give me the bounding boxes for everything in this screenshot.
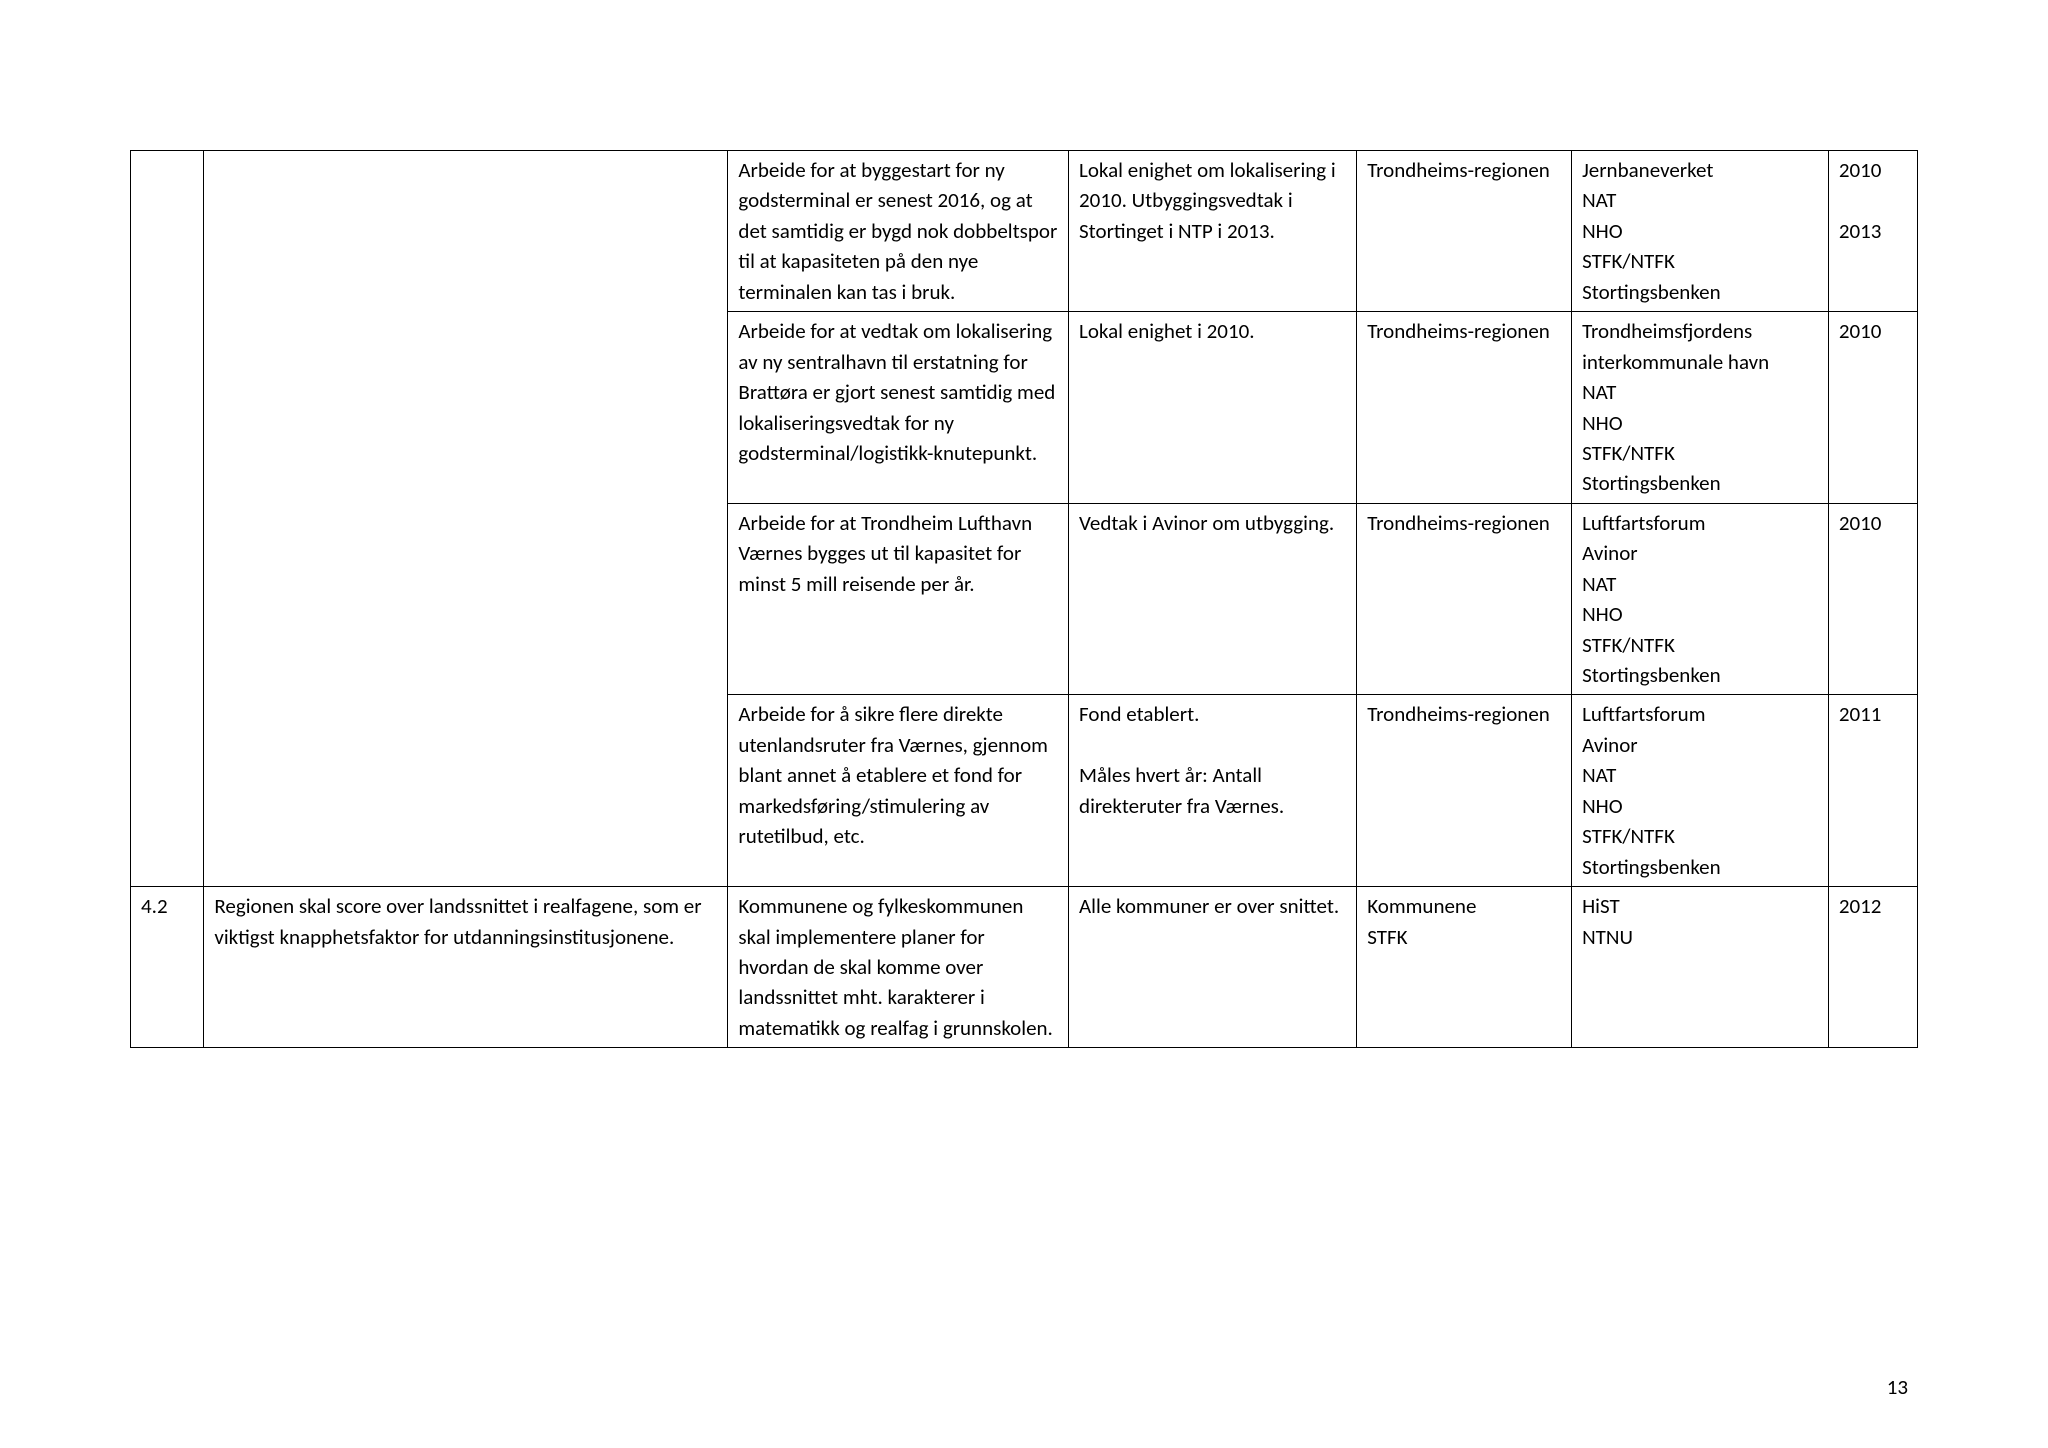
page: Arbeide for at byggestart for ny godster…	[0, 0, 2048, 1448]
cell-id: 4.2	[131, 887, 204, 1048]
cell-owner: Kommunene STFK	[1357, 887, 1572, 1048]
cell-goal	[204, 151, 728, 312]
cell-action: Arbeide for at vedtak om lokalisering av…	[728, 312, 1069, 504]
table-row: Arbeide for at vedtak om lokalisering av…	[131, 312, 1918, 504]
cell-owner: Trondheims-regionen	[1357, 503, 1572, 695]
cell-partners: Luftfartsforum Avinor NAT NHO STFK/NTFK …	[1572, 503, 1829, 695]
cell-id	[131, 312, 204, 504]
cell-owner: Trondheims-regionen	[1357, 151, 1572, 312]
cell-action: Arbeide for at Trondheim Lufthavn Værnes…	[728, 503, 1069, 695]
cell-indicator: Lokal enighet i 2010.	[1069, 312, 1357, 504]
table-row: 4.2Regionen skal score over landssnittet…	[131, 887, 1918, 1048]
cell-partners: Luftfartsforum Avinor NAT NHO STFK/NTFK …	[1572, 695, 1829, 887]
cell-indicator: Lokal enighet om lokalisering i 2010. Ut…	[1069, 151, 1357, 312]
cell-indicator: Fond etablert. Måles hvert år: Antall di…	[1069, 695, 1357, 887]
cell-action: Arbeide for å sikre flere direkte utenla…	[728, 695, 1069, 887]
cell-indicator: Alle kommuner er over snittet.	[1069, 887, 1357, 1048]
cell-years: 2012	[1828, 887, 1917, 1048]
table-row: Arbeide for at Trondheim Lufthavn Værnes…	[131, 503, 1918, 695]
cell-id	[131, 695, 204, 887]
data-table: Arbeide for at byggestart for ny godster…	[130, 150, 1918, 1048]
cell-partners: Jernbaneverket NAT NHO STFK/NTFK Stortin…	[1572, 151, 1829, 312]
cell-indicator: Vedtak i Avinor om utbygging.	[1069, 503, 1357, 695]
cell-goal	[204, 312, 728, 504]
cell-id	[131, 503, 204, 695]
cell-years: 2010	[1828, 503, 1917, 695]
cell-action: Arbeide for at byggestart for ny godster…	[728, 151, 1069, 312]
cell-goal	[204, 695, 728, 887]
cell-goal	[204, 503, 728, 695]
cell-years: 2010	[1828, 312, 1917, 504]
table-row: Arbeide for at byggestart for ny godster…	[131, 151, 1918, 312]
cell-owner: Trondheims-regionen	[1357, 695, 1572, 887]
cell-partners: Trondheimsfjordens interkommunale havn N…	[1572, 312, 1829, 504]
cell-years: 2011	[1828, 695, 1917, 887]
cell-id	[131, 151, 204, 312]
cell-action: Kommunene og fylkeskommunen skal impleme…	[728, 887, 1069, 1048]
table-row: Arbeide for å sikre flere direkte utenla…	[131, 695, 1918, 887]
page-number: 13	[1887, 1374, 1908, 1400]
cell-partners: HiST NTNU	[1572, 887, 1829, 1048]
cell-years: 2010 2013	[1828, 151, 1917, 312]
cell-owner: Trondheims-regionen	[1357, 312, 1572, 504]
cell-goal: Regionen skal score over landssnittet i …	[204, 887, 728, 1048]
